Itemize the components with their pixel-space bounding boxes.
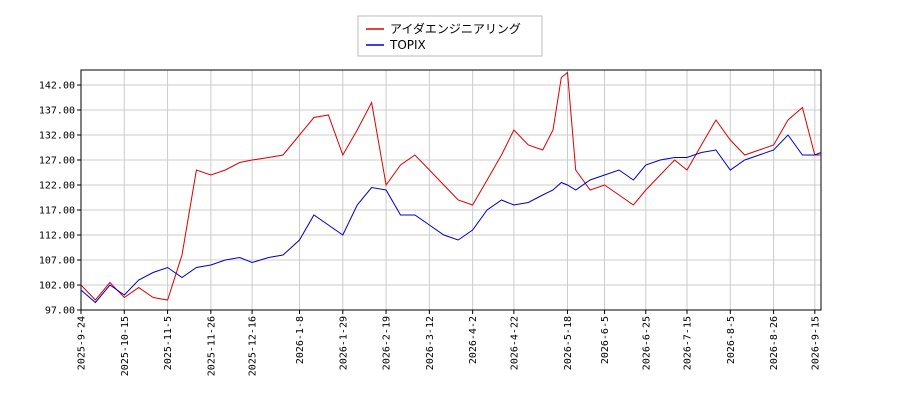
x-tick-label: 2026-7-15: [683, 316, 694, 370]
x-tick-label: 2026-9-15: [810, 316, 821, 370]
y-tick-label: 117.00: [39, 206, 75, 217]
x-tick-label: 2026-4-2: [468, 316, 479, 364]
x-tick-label: 2025-10-15: [120, 316, 131, 376]
legend-label-series-0: アイダエンジニアリング: [390, 21, 521, 36]
y-tick-label: 142.00: [39, 81, 75, 92]
x-tick-label: 2026-4-22: [509, 316, 520, 370]
y-tick-label: 112.00: [39, 231, 75, 242]
x-tick-label: 2025-12-16: [248, 316, 259, 376]
x-tick-label: 2026-1-8: [295, 316, 306, 364]
y-tick-label: 127.00: [39, 156, 75, 167]
y-tick-label: 137.00: [39, 106, 75, 117]
y-tick-label: 97.00: [45, 306, 75, 317]
x-tick-label: 2025-9-24: [77, 316, 88, 370]
x-tick-label: 2026-5-18: [563, 316, 574, 370]
y-tick-label: 122.00: [39, 181, 75, 192]
x-tick-label: 2026-1-29: [338, 316, 349, 370]
legend-label-series-1: TOPIX: [389, 38, 426, 52]
y-tick-label: 107.00: [39, 256, 75, 267]
series-line-0: [80, 71, 821, 301]
plot-frame: [80, 69, 822, 311]
series-line-1: [80, 134, 822, 304]
plot-area: 97.00 102.00 107.00 112.00 117.00 122.00 127.0…: [39, 69, 822, 376]
legend-box: [357, 15, 543, 57]
legend: アイダエンジニアリング TOPIX: [357, 15, 543, 57]
x-tick-label: 2026-2-19: [382, 316, 393, 370]
x-tick-label: 2026-8-5: [726, 316, 737, 364]
x-tick-label: 2026-8-26: [769, 316, 780, 370]
x-tick-label: 2025-11-26: [206, 316, 217, 376]
x-tick-label: 2026-6-25: [641, 316, 652, 370]
y-tick-label: 132.00: [39, 131, 75, 142]
y-tick-label: 102.00: [39, 281, 75, 292]
x-tick-label: 2025-11-5: [163, 316, 174, 370]
x-tick-label: 2026-6-5: [600, 316, 611, 364]
x-tick-label: 2026-3-12: [425, 316, 436, 370]
